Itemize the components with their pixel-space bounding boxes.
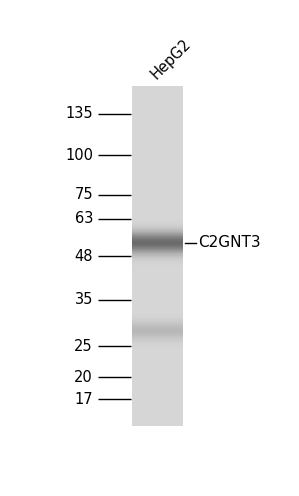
Text: HepG2: HepG2 <box>148 37 194 82</box>
Text: 35: 35 <box>75 293 93 308</box>
Text: 25: 25 <box>74 339 93 354</box>
Text: 20: 20 <box>74 370 93 384</box>
Text: 75: 75 <box>74 187 93 202</box>
Text: 48: 48 <box>74 249 93 264</box>
Text: 63: 63 <box>75 211 93 226</box>
Text: 135: 135 <box>65 107 93 122</box>
Text: C2GNT3: C2GNT3 <box>199 235 261 250</box>
Text: 17: 17 <box>74 392 93 407</box>
Text: 100: 100 <box>65 148 93 163</box>
